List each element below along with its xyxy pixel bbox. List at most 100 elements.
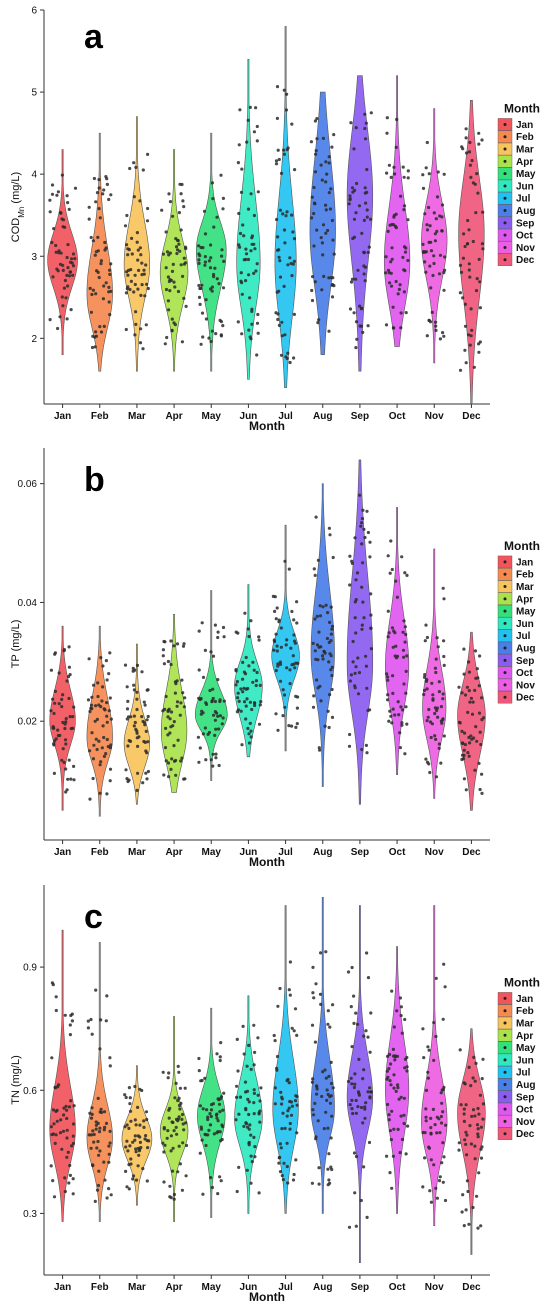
data-point	[275, 606, 279, 610]
data-point	[218, 1130, 222, 1134]
data-point	[390, 1186, 394, 1190]
data-point	[171, 1146, 175, 1150]
legend: MonthJanFebMarAprMayJunJulAugSepOctNovDe…	[497, 101, 540, 266]
data-point	[403, 1057, 407, 1061]
data-point	[54, 1133, 58, 1137]
data-point	[348, 307, 353, 311]
data-point	[135, 240, 139, 244]
data-point	[134, 727, 138, 732]
y-axis-title-main: TP	[10, 654, 22, 668]
data-point	[203, 648, 207, 653]
data-point	[361, 330, 365, 334]
data-point	[249, 729, 253, 733]
data-point	[109, 289, 113, 293]
data-point	[396, 292, 400, 296]
data-point	[280, 320, 284, 324]
data-point	[366, 708, 370, 713]
data-point	[92, 176, 96, 181]
data-point	[426, 1070, 430, 1074]
data-point	[464, 1142, 468, 1146]
data-point	[331, 555, 335, 560]
data-point	[366, 324, 370, 328]
data-point	[64, 717, 68, 721]
data-point	[437, 1117, 441, 1121]
data-point	[89, 1133, 94, 1137]
data-point	[330, 295, 335, 299]
data-point	[124, 291, 128, 295]
data-point	[126, 273, 130, 277]
data-point	[179, 759, 183, 763]
data-point	[240, 281, 244, 285]
data-point	[443, 268, 447, 272]
data-point	[236, 696, 240, 700]
data-point	[107, 1160, 111, 1164]
y-axis-title: TP (mg/L)	[10, 620, 22, 669]
data-point	[108, 651, 112, 655]
data-point	[479, 1156, 484, 1160]
data-point	[314, 152, 318, 156]
data-point	[426, 1076, 430, 1080]
y-axis-title-main: COD	[10, 218, 22, 243]
data-point	[163, 746, 168, 750]
data-point	[328, 620, 332, 625]
data-point	[287, 1081, 291, 1085]
data-point	[164, 230, 168, 234]
data-point	[70, 1019, 74, 1023]
data-point	[315, 614, 319, 619]
data-point	[108, 313, 112, 317]
data-point	[473, 1114, 477, 1118]
data-point	[285, 1141, 289, 1145]
data-point	[432, 1163, 436, 1167]
data-point	[105, 182, 109, 186]
legend-dot	[503, 1119, 507, 1123]
data-point	[398, 731, 402, 735]
data-point	[65, 679, 69, 683]
data-point	[319, 951, 323, 955]
data-point	[403, 752, 407, 756]
data-point	[199, 1125, 203, 1129]
data-point	[351, 660, 355, 664]
data-point	[98, 1047, 102, 1051]
data-point	[94, 1120, 98, 1124]
data-point	[174, 1081, 178, 1085]
data-point	[278, 1142, 282, 1146]
data-point	[198, 302, 202, 306]
data-point	[275, 217, 279, 222]
data-point	[96, 1139, 100, 1144]
data-point	[462, 672, 466, 676]
data-point	[401, 165, 405, 169]
data-point	[471, 1108, 476, 1112]
data-point	[476, 1132, 480, 1136]
data-point	[351, 1111, 355, 1116]
data-point	[274, 159, 279, 163]
data-point	[177, 211, 181, 215]
data-point	[96, 681, 100, 685]
data-point	[355, 181, 359, 186]
data-point	[208, 266, 213, 270]
data-point	[247, 273, 251, 277]
data-point	[320, 654, 325, 658]
data-point	[182, 205, 186, 209]
data-point	[63, 726, 67, 731]
data-point	[168, 731, 172, 735]
data-point	[280, 1127, 284, 1131]
data-point	[173, 1096, 177, 1100]
legend-item-label: Dec	[516, 693, 535, 704]
data-point	[364, 201, 368, 205]
data-point	[252, 1023, 256, 1027]
data-point	[71, 1141, 75, 1146]
data-point	[67, 207, 71, 211]
data-point	[61, 1129, 66, 1133]
data-point	[62, 760, 66, 765]
data-point	[100, 1110, 104, 1115]
data-point	[277, 157, 281, 162]
data-point	[403, 571, 407, 575]
data-point	[384, 255, 388, 259]
legend-item-label: Jul	[516, 1068, 531, 1079]
data-point	[161, 1141, 165, 1145]
data-point	[222, 1091, 226, 1095]
data-point	[140, 1088, 144, 1093]
data-point	[218, 318, 222, 322]
data-point	[289, 1113, 294, 1117]
data-point	[244, 704, 248, 708]
